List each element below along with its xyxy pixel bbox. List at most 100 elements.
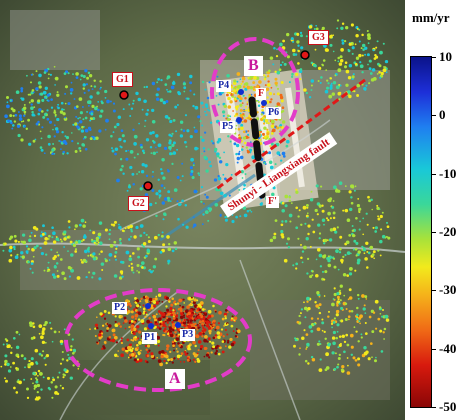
velocity-point	[108, 335, 112, 339]
velocity-point	[33, 387, 36, 390]
velocity-point	[264, 84, 267, 87]
velocity-point	[56, 93, 60, 97]
velocity-point	[316, 291, 320, 295]
velocity-point	[216, 331, 221, 335]
velocity-point	[212, 319, 216, 323]
colorbar-tick-mark	[432, 115, 436, 117]
velocity-point	[22, 114, 26, 117]
velocity-point	[244, 130, 248, 133]
point-label-p2: P2	[112, 302, 128, 314]
velocity-point	[329, 77, 333, 80]
velocity-point	[215, 188, 219, 192]
velocity-point	[147, 236, 150, 239]
velocity-point	[155, 97, 160, 101]
velocity-point	[189, 172, 193, 176]
velocity-point	[26, 387, 29, 391]
velocity-point	[133, 142, 137, 146]
velocity-point	[261, 108, 264, 112]
velocity-point	[209, 323, 212, 326]
velocity-point	[270, 131, 274, 135]
velocity-point	[182, 298, 185, 301]
velocity-point	[6, 96, 9, 99]
velocity-point	[375, 356, 377, 359]
velocity-point	[336, 365, 339, 369]
velocity-point	[56, 251, 59, 254]
velocity-point	[252, 88, 255, 91]
velocity-point	[332, 341, 336, 346]
velocity-point	[43, 269, 46, 272]
velocity-point	[6, 101, 9, 104]
velocity-point	[196, 359, 201, 363]
velocity-point	[280, 223, 284, 227]
velocity-point	[84, 128, 89, 133]
velocity-point	[306, 300, 309, 303]
velocity-point	[346, 274, 350, 277]
velocity-point	[136, 346, 140, 350]
velocity-point	[207, 314, 212, 319]
velocity-point	[164, 354, 169, 359]
velocity-point	[279, 63, 283, 67]
velocity-point	[137, 318, 141, 321]
velocity-point	[279, 130, 281, 133]
velocity-point	[241, 80, 244, 83]
velocity-point	[48, 73, 50, 76]
velocity-point	[297, 62, 300, 65]
velocity-point	[190, 170, 194, 173]
velocity-point	[4, 377, 6, 380]
velocity-point	[47, 386, 51, 390]
velocity-point	[233, 142, 237, 146]
velocity-point	[172, 141, 176, 145]
velocity-point	[227, 339, 230, 342]
velocity-point	[172, 329, 175, 332]
velocity-point	[51, 148, 55, 152]
velocity-point	[46, 114, 49, 116]
velocity-point	[9, 99, 12, 102]
velocity-point	[327, 263, 332, 268]
velocity-point	[201, 223, 204, 226]
velocity-point	[350, 309, 354, 313]
velocity-point	[83, 249, 88, 254]
velocity-point	[50, 106, 54, 109]
velocity-point	[179, 360, 182, 363]
velocity-point	[177, 342, 180, 345]
velocity-point	[354, 43, 357, 46]
velocity-point	[164, 325, 167, 328]
velocity-point	[51, 396, 54, 399]
velocity-point	[118, 276, 123, 280]
velocity-point	[381, 211, 384, 214]
velocity-point	[321, 329, 324, 332]
velocity-point	[142, 307, 146, 311]
velocity-point	[205, 353, 210, 357]
velocity-point	[158, 300, 161, 303]
velocity-point	[143, 99, 147, 104]
velocity-point	[201, 124, 204, 127]
velocity-point	[40, 354, 44, 357]
velocity-point	[185, 326, 189, 330]
velocity-point	[359, 322, 361, 325]
velocity-point	[20, 120, 23, 123]
velocity-point	[301, 336, 305, 340]
velocity-point	[314, 48, 317, 51]
velocity-point	[224, 328, 227, 332]
velocity-point	[321, 218, 326, 222]
velocity-point	[262, 132, 265, 136]
velocity-point	[382, 42, 385, 45]
velocity-point	[173, 313, 176, 317]
velocity-point	[78, 147, 82, 150]
velocity-point	[60, 101, 64, 105]
velocity-point	[51, 340, 54, 343]
velocity-point	[197, 115, 201, 119]
velocity-point	[89, 137, 93, 141]
velocity-point	[182, 129, 186, 133]
velocity-point	[27, 93, 30, 96]
velocity-point	[89, 328, 91, 331]
velocity-point	[266, 122, 268, 124]
velocity-point	[206, 96, 210, 100]
velocity-point	[191, 323, 196, 327]
velocity-point	[201, 138, 205, 142]
velocity-point	[350, 184, 354, 189]
colorbar-tick-mark	[432, 57, 436, 58]
velocity-point	[275, 125, 278, 128]
velocity-point	[201, 308, 205, 311]
velocity-point	[63, 237, 67, 241]
